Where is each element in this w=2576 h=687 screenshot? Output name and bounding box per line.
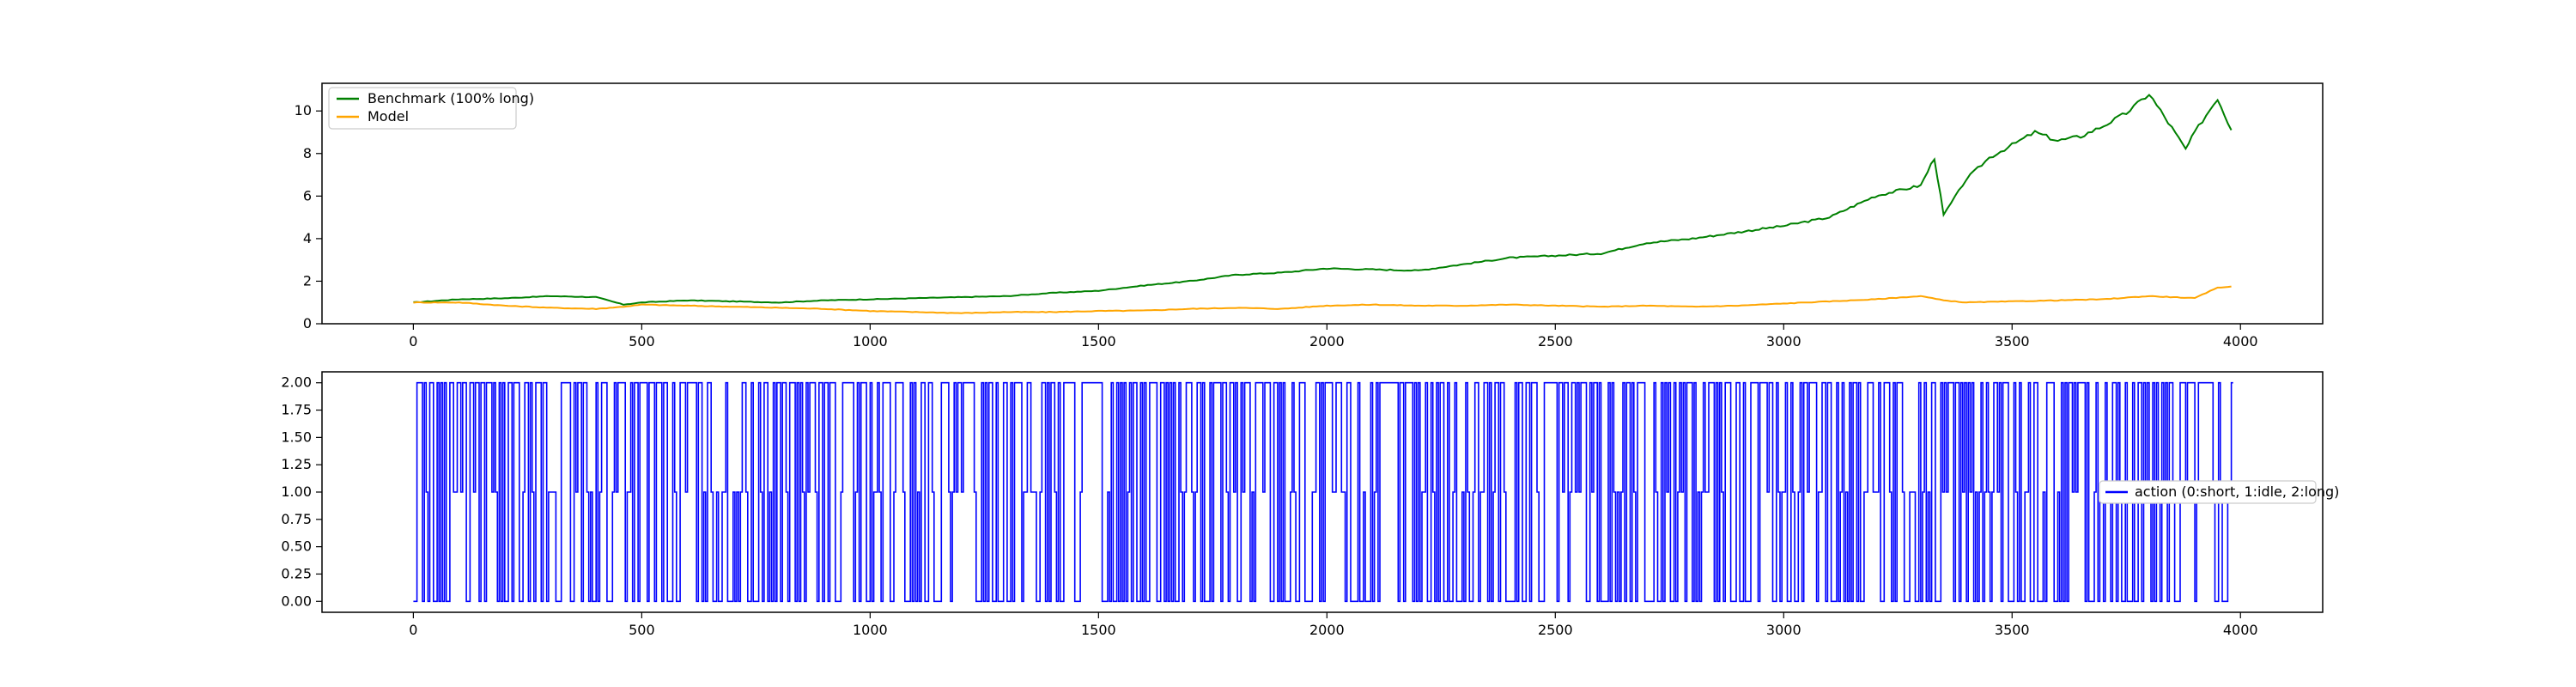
x-tick-label: 3000 — [1766, 622, 1801, 638]
x-tick-label: 500 — [629, 622, 655, 638]
y-tick-label: 8 — [303, 145, 312, 161]
x-tick-label: 4000 — [2223, 622, 2258, 638]
y-tick-label: 6 — [303, 187, 312, 204]
plot-frame — [321, 371, 2324, 613]
y-tick-label: 1.75 — [281, 402, 312, 418]
y-tick-label: 1.25 — [281, 456, 312, 472]
benchmark-vs-model-chart: 0 500 1000 1500 2000 2500 3000 3500 4000 0 2 4 6 8 10… — [295, 82, 2324, 350]
x-tick-label: 1000 — [853, 622, 888, 638]
legend-label-model: Model — [368, 108, 409, 125]
y-tick-label: 0.00 — [281, 593, 312, 609]
x-tick-label: 2000 — [1309, 333, 1345, 350]
legend: action (0:short, 1:idle, 2:long) — [2099, 480, 2339, 504]
legend-frame — [328, 87, 517, 130]
y-tick-label: 10 — [295, 102, 312, 119]
x-tick-label: 3000 — [1766, 333, 1801, 350]
x-tick-label: 1500 — [1081, 622, 1116, 638]
x-tick-label: 1000 — [853, 333, 888, 350]
action-chart: 0 500 1000 1500 2000 2500 3000 3500 4000 0.00 0.2… — [281, 371, 2339, 638]
x-tick-label: 500 — [629, 333, 655, 350]
y-tick-label: 2 — [303, 272, 312, 289]
y-tick-label: 0.50 — [281, 538, 312, 555]
y-tick-label: 2.00 — [281, 374, 312, 391]
legend-label-benchmark: Benchmark (100% long) — [368, 90, 534, 106]
x-tick-label: 2000 — [1309, 622, 1345, 638]
x-tick-label: 0 — [409, 622, 417, 638]
x-tick-label: 1500 — [1081, 333, 1116, 350]
series-line-benchmark — [413, 94, 2233, 306]
legend-label-action: action (0:short, 1:idle, 2:long) — [2135, 483, 2339, 500]
x-tick-label: 3500 — [1995, 622, 2030, 638]
series-line-model — [413, 285, 2232, 314]
y-tick-label: 1.50 — [281, 429, 312, 445]
x-tick-label: 2500 — [1538, 333, 1573, 350]
y-tick-label: 0 — [303, 315, 312, 331]
y-tick-label: 0.75 — [281, 511, 312, 527]
series-line-action — [413, 381, 2233, 603]
y-tick-label: 0.25 — [281, 565, 312, 581]
legend: Benchmark (100% long) Model — [328, 87, 534, 130]
y-tick-label: 4 — [303, 230, 312, 246]
x-tick-label: 4000 — [2223, 333, 2258, 350]
x-tick-label: 0 — [409, 333, 417, 350]
x-tick-label: 3500 — [1995, 333, 2030, 350]
y-tick-label: 1.00 — [281, 483, 312, 500]
legend-frame — [2099, 480, 2317, 504]
plot-frame — [321, 82, 2324, 325]
x-tick-label: 2500 — [1538, 622, 1573, 638]
